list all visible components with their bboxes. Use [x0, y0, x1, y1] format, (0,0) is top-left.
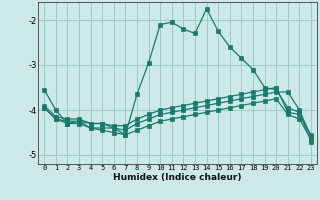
X-axis label: Humidex (Indice chaleur): Humidex (Indice chaleur): [113, 173, 242, 182]
